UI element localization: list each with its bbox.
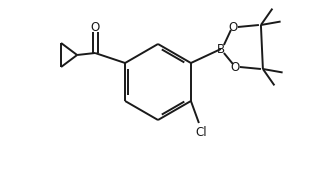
Text: O: O	[90, 21, 100, 33]
Text: O: O	[230, 60, 240, 73]
Text: Cl: Cl	[195, 126, 207, 139]
Text: B: B	[217, 42, 225, 55]
Text: O: O	[228, 21, 238, 33]
